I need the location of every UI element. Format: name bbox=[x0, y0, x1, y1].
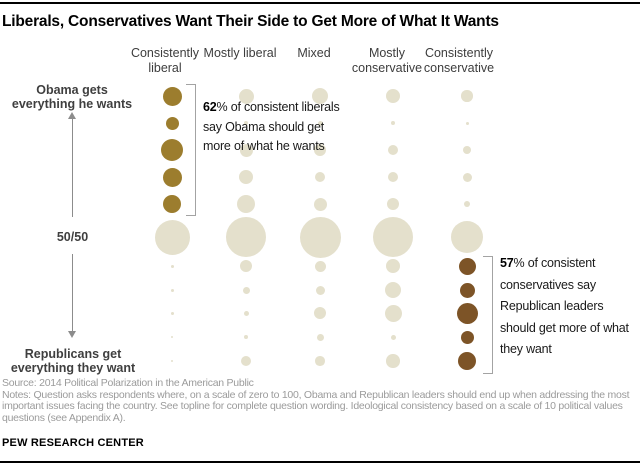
bubble-col4-row5 bbox=[386, 197, 400, 211]
bubble-col4-row6 bbox=[373, 217, 413, 257]
bubble-col2-row10 bbox=[243, 334, 249, 340]
bubble-col2-row8 bbox=[242, 286, 250, 294]
bubble-col5-row6 bbox=[451, 221, 483, 253]
chart-title: Liberals, Conservatives Want Their Side … bbox=[2, 13, 499, 30]
bubble-col1-row3 bbox=[161, 139, 183, 161]
bubble-col2-row11 bbox=[241, 356, 251, 366]
bubble-col1-row6 bbox=[154, 219, 190, 255]
bubble-col4-row10 bbox=[390, 334, 396, 340]
bubble-col1-row11 bbox=[170, 359, 174, 363]
bubble-col3-row7 bbox=[314, 260, 326, 272]
bubble-col1-row1 bbox=[162, 86, 182, 106]
bubble-col5-row9 bbox=[456, 302, 478, 324]
bubble-col4-row9 bbox=[384, 304, 402, 322]
conservative-annotation-line2: conservatives say bbox=[500, 277, 596, 292]
bubble-col5-row3 bbox=[463, 146, 471, 154]
bubble-col2-row2 bbox=[244, 121, 248, 125]
down-arrow-icon bbox=[68, 331, 76, 338]
bubble-col3-row8 bbox=[315, 285, 325, 295]
top-rule bbox=[0, 2, 640, 4]
bubble-col4-row3 bbox=[388, 145, 398, 155]
axis-top-label: Obama gets everything he wants bbox=[11, 83, 133, 111]
bottom-rule bbox=[0, 461, 640, 463]
bubble-col5-row10 bbox=[460, 330, 474, 344]
bubble-col1-row2 bbox=[165, 116, 179, 130]
bubble-col5-row1 bbox=[461, 90, 473, 102]
bubble-col3-row4 bbox=[315, 172, 325, 182]
notes-text: Notes: Question asks respondents where, … bbox=[2, 388, 630, 424]
source-text: Source: 2014 Political Polarization in t… bbox=[2, 377, 254, 389]
axis-bottom-label: Republicans get everything they want bbox=[10, 347, 136, 375]
bubble-col2-row7 bbox=[240, 260, 252, 272]
bubble-col5-row7 bbox=[458, 257, 476, 275]
column-header-consistently-conservative: Consistently conservative bbox=[423, 46, 495, 75]
bubble-col1-row5 bbox=[163, 195, 181, 213]
axis-mid-label: 50/50 bbox=[56, 230, 89, 244]
bubble-col5-row5 bbox=[464, 201, 470, 207]
bubble-col3-row9 bbox=[314, 307, 326, 319]
bubble-col1-row4 bbox=[162, 167, 182, 187]
brand-text: PEW RESEARCH CENTER bbox=[2, 437, 144, 449]
bubble-col5-row11 bbox=[457, 351, 477, 371]
bubble-col4-row11 bbox=[386, 354, 400, 368]
bubble-col3-row1 bbox=[312, 88, 328, 104]
down-arrow-line bbox=[71, 254, 73, 331]
liberal-annotation-text: % of consistent liberals bbox=[216, 100, 340, 114]
liberal-bracket bbox=[186, 84, 196, 216]
bubble-col4-row2 bbox=[391, 121, 395, 125]
liberal-annotation: 62% of consistent liberals say Obama sho… bbox=[203, 98, 348, 157]
liberal-annotation-line2: say Obama should get bbox=[203, 119, 325, 134]
liberal-annotation-value: 62 bbox=[203, 100, 217, 114]
bubble-col2-row4 bbox=[239, 170, 253, 184]
bubble-col4-row1 bbox=[386, 89, 400, 103]
bubble-col4-row8 bbox=[385, 282, 401, 298]
column-header-consistently-liberal: Consistently liberal bbox=[130, 46, 200, 75]
bubble-col3-row10 bbox=[316, 333, 324, 341]
bubble-col2-row6 bbox=[226, 217, 266, 257]
conservative-annotation-line3: Republican leaders bbox=[500, 299, 604, 313]
column-header-mostly-liberal: Mostly liberal bbox=[203, 46, 277, 60]
bubble-col2-row5 bbox=[237, 195, 255, 213]
conservative-annotation-value: 57 bbox=[500, 256, 514, 270]
conservative-annotation-line4: should get more of what bbox=[500, 320, 629, 335]
bubble-col3-row5 bbox=[313, 197, 327, 211]
up-arrow-icon bbox=[68, 112, 76, 119]
bubble-col2-row9 bbox=[243, 310, 249, 316]
conservative-annotation: 57% of consistent conservatives say Repu… bbox=[500, 253, 640, 361]
bubble-col2-row1 bbox=[238, 88, 254, 104]
bubble-col3-row3 bbox=[314, 144, 326, 156]
column-header-mixed: Mixed bbox=[297, 46, 331, 60]
conservative-annotation-text: % of consistent bbox=[513, 256, 596, 270]
column-header-mostly-conservative: Mostly conservative bbox=[351, 46, 423, 75]
bubble-col3-row11 bbox=[315, 356, 325, 366]
bubble-col1-row9 bbox=[170, 311, 174, 315]
bubble-col2-row3 bbox=[239, 143, 253, 157]
bubble-col4-row7 bbox=[386, 259, 400, 273]
bubble-col3-row2 bbox=[317, 120, 323, 126]
conservative-annotation-line5: they want bbox=[500, 342, 552, 356]
up-arrow-line bbox=[71, 119, 73, 217]
bubble-col1-row7 bbox=[170, 264, 174, 268]
bubble-col5-row4 bbox=[462, 172, 472, 182]
bubble-col3-row6 bbox=[299, 216, 341, 258]
bubble-col1-row8 bbox=[170, 288, 174, 292]
liberal-annotation-line3: more of what he wants bbox=[203, 139, 325, 153]
conservative-bracket bbox=[483, 256, 493, 374]
bubble-col1-row10 bbox=[170, 335, 174, 339]
bubble-col5-row8 bbox=[459, 282, 475, 298]
bubble-col4-row4 bbox=[388, 172, 398, 182]
bubble-col5-row2 bbox=[465, 121, 469, 125]
